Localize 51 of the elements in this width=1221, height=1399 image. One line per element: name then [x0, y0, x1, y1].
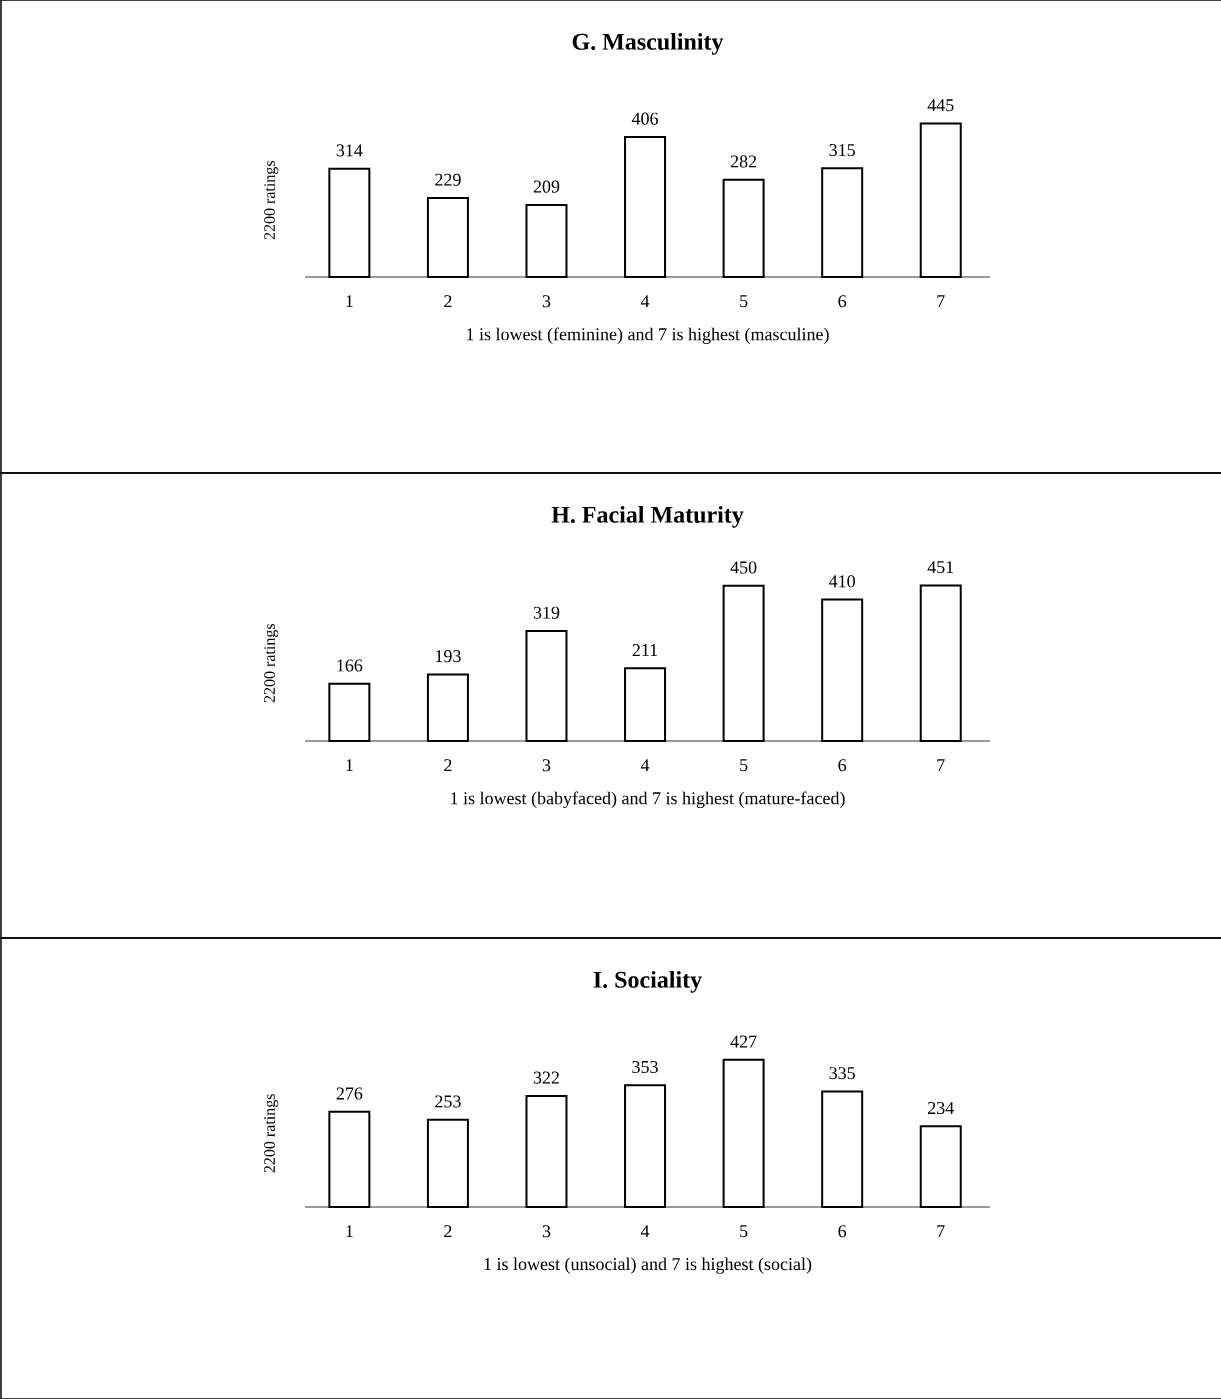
x-tick-label: 3	[542, 295, 551, 308]
data-label: 253	[435, 1095, 461, 1108]
data-label: 229	[435, 173, 461, 186]
y-axis-title: 2200 ratings	[264, 1094, 279, 1173]
data-label: 282	[730, 155, 757, 168]
data-label: 406	[631, 112, 659, 125]
x-tick-label: 2	[444, 295, 452, 308]
data-label: 353	[632, 1060, 658, 1074]
data-label: 319	[533, 606, 560, 619]
y-axis-title: 2200 ratings	[264, 161, 279, 240]
x-tick-label: 7	[937, 1225, 945, 1237]
data-label: 234	[928, 1101, 954, 1115]
x-tick-label: 2	[444, 1225, 452, 1238]
x-tick-label: 4	[640, 295, 650, 308]
x-tick-label: 3	[542, 1225, 551, 1238]
y-axis-title: 2200 ratings	[264, 624, 279, 703]
x-tick-label: 6	[838, 295, 847, 308]
chart-title: H. Facial Maturity	[551, 505, 744, 528]
x-tick-label: 7	[937, 759, 945, 771]
x-tick-label: 1	[346, 759, 353, 772]
x-tick-label: 5	[740, 759, 748, 772]
data-label: 166	[337, 659, 363, 672]
data-label: 276	[336, 1087, 363, 1100]
x-tick-label: 5	[740, 1225, 748, 1238]
x-axis-title: 1 is lowest (unsocial) and 7 is highest (social)	[484, 1257, 812, 1274]
x-tick-label: 5	[740, 295, 748, 308]
data-label: 451	[927, 561, 954, 574]
chart-title: G. Masculinity	[572, 32, 724, 55]
x-axis-title: 1 is lowest (babyfaced) and 7 is highest (mature-faced)	[451, 791, 845, 809]
x-tick-label: 4	[640, 1225, 650, 1238]
data-label: 315	[829, 144, 855, 157]
x-tick-label: 7	[937, 295, 945, 307]
x-tick-label: 6	[838, 1225, 847, 1238]
x-tick-label: 6	[838, 759, 847, 772]
data-label: 450	[730, 561, 757, 574]
x-tick-label: 3	[542, 759, 551, 772]
x-tick-label: 4	[640, 759, 650, 772]
chart-title: I. Sociality	[593, 970, 702, 993]
data-label: 209	[533, 180, 560, 193]
data-label: 335	[829, 1067, 855, 1080]
data-label: 322	[533, 1071, 559, 1084]
data-label: 211	[632, 644, 658, 656]
data-label: 410	[829, 575, 855, 588]
x-tick-label: 1	[346, 1225, 353, 1238]
data-label: 427	[730, 1035, 757, 1048]
data-label: 314	[336, 144, 363, 157]
x-tick-label: 1	[346, 295, 353, 308]
x-axis-title: 1 is lowest (feminine) and 7 is highest (masculine)	[467, 327, 829, 345]
data-label: 193	[436, 650, 461, 663]
data-label: 445	[927, 99, 954, 112]
x-tick-label: 2	[444, 759, 452, 772]
